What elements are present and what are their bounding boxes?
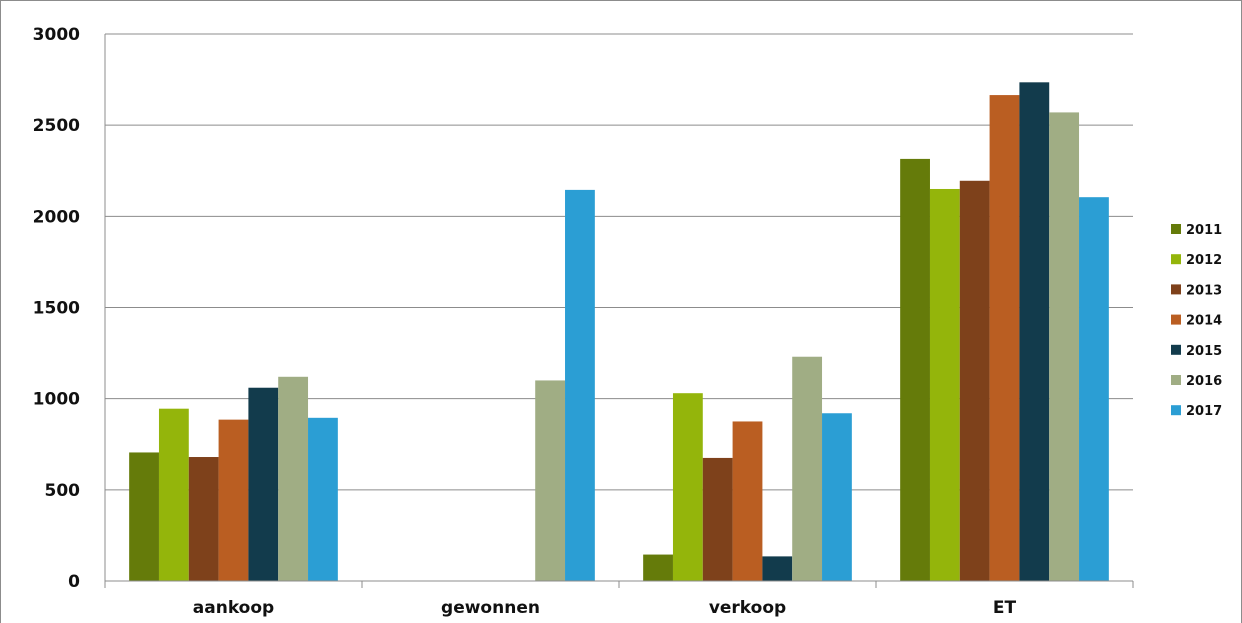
bar <box>672 393 703 581</box>
legend: 2011 2012 2013 2014 2015 2016 2017 <box>1171 223 1222 419</box>
bar <box>158 408 189 581</box>
bar <box>900 158 930 582</box>
bar <box>822 413 852 581</box>
bar <box>1019 82 1050 582</box>
x-axis: aankoop gewonnen verkoop ET <box>104 580 1134 618</box>
y-tick-label: 2500 <box>33 116 80 136</box>
bar <box>1049 112 1080 582</box>
x-category-label: gewonnen <box>441 598 540 618</box>
legend-label: 2017 <box>1186 404 1222 419</box>
bar <box>929 188 960 581</box>
bar <box>248 387 279 581</box>
legend-swatch <box>1171 375 1181 385</box>
bar <box>702 457 733 581</box>
legend-label: 2015 <box>1186 344 1222 359</box>
bar <box>308 417 338 581</box>
bar <box>565 189 595 581</box>
y-tick-label: 2000 <box>33 207 80 227</box>
legend-swatch <box>1171 284 1181 295</box>
bar <box>989 95 1020 581</box>
bar <box>643 554 673 581</box>
x-category-label: ET <box>993 598 1017 618</box>
bar <box>535 380 566 581</box>
legend-label: 2016 <box>1186 374 1222 389</box>
legend-swatch <box>1171 405 1181 416</box>
bar <box>218 419 249 581</box>
x-category-label: aankoop <box>193 598 274 618</box>
bar <box>129 452 159 581</box>
bar <box>188 457 219 581</box>
bar <box>792 356 823 581</box>
bar <box>762 556 793 581</box>
bar <box>732 421 763 581</box>
legend-swatch <box>1171 254 1181 265</box>
bar <box>959 180 990 582</box>
y-axis: 0 500 1000 1500 2000 2500 3000 <box>33 25 106 592</box>
legend-label: 2013 <box>1186 283 1222 298</box>
bars <box>129 82 1109 582</box>
legend-label: 2012 <box>1186 253 1222 268</box>
y-tick-label: 3000 <box>33 25 80 45</box>
y-tick-label: 500 <box>45 481 81 501</box>
bar <box>1079 197 1109 581</box>
legend-swatch <box>1171 344 1181 355</box>
x-category-label: verkoop <box>709 598 786 618</box>
legend-swatch <box>1171 314 1181 325</box>
legend-label: 2014 <box>1186 314 1222 329</box>
legend-label: 2011 <box>1186 223 1222 238</box>
y-tick-label: 0 <box>68 572 80 592</box>
bar <box>278 376 309 581</box>
y-tick-label: 1500 <box>33 299 80 319</box>
legend-swatch <box>1171 224 1181 234</box>
y-tick-label: 1000 <box>33 390 80 410</box>
